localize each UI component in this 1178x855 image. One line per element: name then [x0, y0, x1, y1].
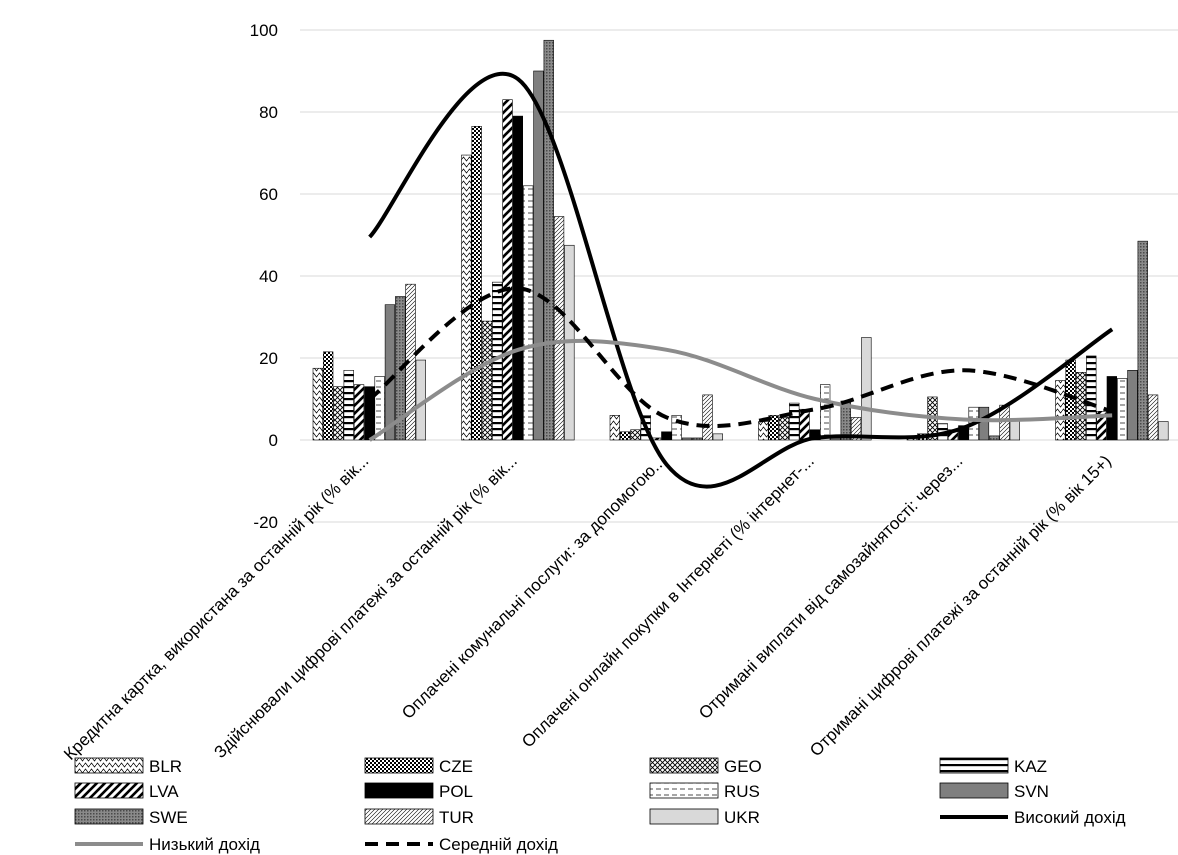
bar-blr — [312, 367, 323, 441]
bar-blr — [609, 415, 620, 441]
bar-cze — [768, 415, 779, 441]
line-series — [368, 71, 1114, 489]
legend-swatch — [364, 782, 434, 799]
bar-kaz — [343, 369, 354, 441]
legend-label: LVA — [149, 782, 179, 801]
bar-svn — [978, 406, 990, 441]
legend-label: CZE — [439, 757, 473, 776]
bar-pol — [364, 386, 375, 441]
lines-layer — [368, 71, 1114, 489]
bar-cze — [471, 126, 482, 441]
bar-swe — [543, 39, 554, 441]
legend-swatch — [939, 782, 1009, 799]
y-tick-label: 40 — [259, 267, 278, 286]
line-series — [368, 338, 1113, 442]
bar-pol — [661, 431, 672, 441]
bar-tur — [850, 417, 862, 441]
bar-geo — [333, 386, 344, 441]
y-tick-label: 0 — [269, 431, 278, 450]
x-tick-label: Кредитна картка, використана за останній… — [60, 451, 372, 763]
x-tick-label: Оплачені онлайн покупки в Інтернеті (% і… — [518, 451, 818, 751]
legend-label: SWE — [149, 808, 188, 827]
bar-swe — [989, 435, 1000, 441]
bar-svn — [1127, 369, 1138, 441]
legend-label: Низький дохід — [149, 835, 260, 854]
bar-blr — [758, 421, 769, 441]
legend-swatch — [649, 808, 719, 825]
bar-ukr — [1158, 421, 1169, 441]
bar-cze — [322, 351, 334, 441]
bar-svn — [533, 70, 544, 441]
bar-svn — [384, 304, 396, 441]
bars-layer — [312, 39, 1169, 441]
y-tick-label: 60 — [259, 185, 278, 204]
bar-pol — [512, 115, 523, 441]
legend-label: UKR — [724, 808, 760, 827]
bar-blr — [461, 154, 472, 441]
bar-rus — [671, 415, 682, 441]
legend-swatch — [649, 782, 719, 799]
bar-svn — [681, 437, 693, 441]
legend-swatch — [364, 808, 434, 825]
legend-label: Високий дохід — [1014, 808, 1126, 827]
bar-kaz — [789, 402, 800, 441]
legend-label: GEO — [724, 757, 762, 776]
bar-ukr — [861, 337, 872, 441]
y-tick-label: -20 — [253, 513, 278, 532]
legend: BLR CZE GEO KAZ LVA POL RUS SVN SWE TUR UKR Високий… — [74, 757, 1126, 854]
bar-rus — [374, 376, 385, 441]
line-series — [368, 286, 1113, 429]
x-tick-label: Отримані виплати від самозайнятості: чер… — [695, 451, 966, 722]
bar-lva — [502, 99, 513, 441]
y-tick-label: 20 — [259, 349, 278, 368]
bar-tur — [1147, 394, 1159, 441]
bar-cze — [619, 431, 631, 441]
y-tick-label: 80 — [259, 103, 278, 122]
bar-lva — [1096, 410, 1107, 441]
bar-geo — [481, 320, 493, 441]
bar-rus — [1117, 378, 1128, 441]
bar-ukr — [1009, 419, 1020, 441]
legend-swatch — [939, 757, 1009, 774]
x-tick-label: Здійснювали цифрові платежі за останній … — [210, 451, 521, 762]
bar-ukr — [712, 433, 723, 441]
legend-swatch — [649, 757, 719, 774]
legend-label: RUS — [724, 782, 760, 801]
bar-geo — [1075, 372, 1087, 441]
bar-lva — [799, 408, 810, 441]
legend-swatch — [364, 757, 434, 774]
bar-geo — [778, 417, 790, 441]
legend-swatch — [74, 808, 144, 825]
bar-geo — [630, 429, 641, 441]
bar-blr — [1055, 380, 1066, 441]
legend-label: BLR — [149, 757, 182, 776]
grid-layer — [300, 29, 1178, 523]
bar-tur — [553, 216, 565, 441]
bar-kaz — [1086, 355, 1097, 441]
legend-label: Середній дохід — [439, 835, 558, 854]
x-axis-labels: Кредитна картка, використана за останній… — [60, 451, 1115, 763]
bar-lva — [353, 384, 365, 441]
legend-label: SVN — [1014, 782, 1049, 801]
bar-pol — [958, 425, 969, 441]
legend-label: TUR — [439, 808, 474, 827]
bar-swe — [692, 437, 703, 441]
legend-swatch — [74, 782, 144, 799]
legend-label: KAZ — [1014, 757, 1047, 776]
bar-cze — [1065, 359, 1076, 441]
bar-tur — [702, 394, 713, 441]
legend-label: POL — [439, 782, 473, 801]
bar-rus — [819, 384, 831, 441]
x-tick-label: Отримані цифрові платежі за останній рік… — [806, 451, 1115, 760]
x-tick-label: Оплачені комунальні послуги: за допомого… — [398, 451, 669, 722]
bar-rus — [522, 185, 534, 441]
y-axis: -20 0 20 40 60 80 100 — [250, 21, 278, 532]
y-tick-label: 100 — [250, 21, 278, 40]
legend-swatch — [74, 757, 144, 774]
bar-swe — [1137, 240, 1148, 441]
